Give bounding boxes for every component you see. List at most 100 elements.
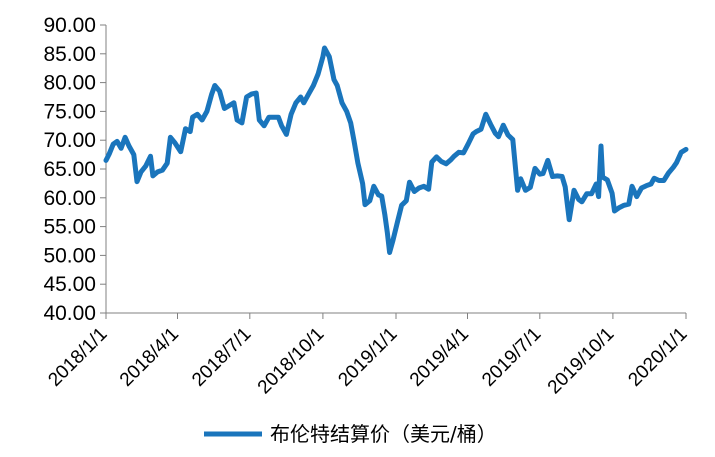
x-tick-label: 2018/7/1 xyxy=(188,324,255,391)
data-point xyxy=(430,161,433,164)
data-point xyxy=(228,104,231,107)
data-point xyxy=(151,174,154,177)
data-point xyxy=(511,138,514,141)
data-point xyxy=(263,124,266,127)
data-point xyxy=(650,183,652,185)
series-layer xyxy=(103,45,689,255)
data-point xyxy=(328,55,331,58)
data-point xyxy=(667,172,670,174)
data-point xyxy=(640,187,643,189)
data-point xyxy=(484,113,487,116)
data-point xyxy=(611,192,614,195)
data-point xyxy=(408,181,411,184)
data-point xyxy=(341,101,343,104)
data-point xyxy=(191,116,194,119)
data-point xyxy=(601,176,604,179)
data-point xyxy=(618,206,621,209)
data-point xyxy=(556,174,559,177)
y-tick-label: 45.00 xyxy=(43,273,96,296)
data-point xyxy=(645,184,648,187)
data-point xyxy=(361,182,364,185)
data-point xyxy=(299,96,302,98)
data-point xyxy=(255,92,258,94)
y-tick-label: 70.00 xyxy=(43,129,96,152)
data-point xyxy=(174,142,177,145)
data-point xyxy=(534,167,536,170)
data-point xyxy=(136,180,138,183)
data-point xyxy=(223,107,226,110)
data-point xyxy=(480,128,482,131)
data-point xyxy=(472,132,475,135)
data-point xyxy=(179,150,182,153)
data-point xyxy=(323,47,326,49)
data-point xyxy=(356,162,359,165)
data-point xyxy=(105,159,107,162)
y-tick-label: 85.00 xyxy=(43,43,96,66)
data-point xyxy=(312,84,315,87)
data-point xyxy=(551,175,554,178)
data-point xyxy=(161,169,164,172)
data-point xyxy=(349,121,352,124)
data-point xyxy=(675,161,678,164)
data-point xyxy=(462,151,465,154)
data-point xyxy=(290,113,293,116)
data-point xyxy=(108,153,111,155)
data-point xyxy=(272,116,275,119)
data-point xyxy=(445,162,448,165)
data-point xyxy=(580,200,583,203)
data-point xyxy=(144,165,147,168)
data-point xyxy=(590,192,593,195)
data-point xyxy=(267,116,270,119)
data-point xyxy=(405,199,408,202)
data-point xyxy=(388,251,391,254)
legend-label: 布伦特结算价（美元/桶） xyxy=(270,422,497,446)
x-tick-label: 2020/1/1 xyxy=(624,324,691,391)
y-tick-label: 80.00 xyxy=(43,72,96,95)
data-point xyxy=(277,116,280,119)
data-point xyxy=(294,101,297,104)
data-point xyxy=(680,151,683,154)
data-point xyxy=(245,96,248,98)
data-point xyxy=(453,155,455,158)
data-point xyxy=(116,140,119,143)
data-point xyxy=(386,231,389,234)
data-point xyxy=(205,110,208,113)
data-point xyxy=(564,185,567,188)
data-point xyxy=(132,153,135,156)
y-axis: 40.00 45.00 50.00 55.00 60.00 65.00 70.00 75.00… xyxy=(43,14,107,325)
data-point xyxy=(494,132,497,135)
data-point xyxy=(400,204,403,207)
data-point xyxy=(427,188,430,191)
data-point xyxy=(449,158,452,161)
data-point xyxy=(568,218,571,221)
data-point xyxy=(546,159,549,162)
data-point xyxy=(440,160,443,163)
data-point xyxy=(658,179,660,182)
data-point xyxy=(613,210,616,212)
data-point xyxy=(156,170,159,173)
y-tick-label: 60.00 xyxy=(43,187,96,210)
data-point xyxy=(368,199,371,202)
data-point xyxy=(285,133,288,136)
data-point xyxy=(516,189,519,192)
data-point xyxy=(597,195,600,198)
y-tick-label: 50.00 xyxy=(43,244,96,267)
data-point xyxy=(585,192,588,195)
data-point xyxy=(302,101,305,104)
x-tick-label: 2019/10/1 xyxy=(544,324,619,399)
x-tick-label: 2019/1/1 xyxy=(334,324,401,391)
data-point xyxy=(627,203,630,206)
data-point xyxy=(391,240,394,242)
legend: 布伦特结算价（美元/桶） xyxy=(204,422,497,446)
data-point xyxy=(213,84,216,87)
data-point xyxy=(184,127,187,130)
data-point xyxy=(519,177,522,180)
data-point xyxy=(149,155,152,158)
data-point xyxy=(538,173,541,176)
data-point xyxy=(372,185,375,188)
y-tick-label: 90.00 xyxy=(43,14,96,37)
y-tick-label: 65.00 xyxy=(43,158,96,181)
data-point xyxy=(196,113,199,116)
